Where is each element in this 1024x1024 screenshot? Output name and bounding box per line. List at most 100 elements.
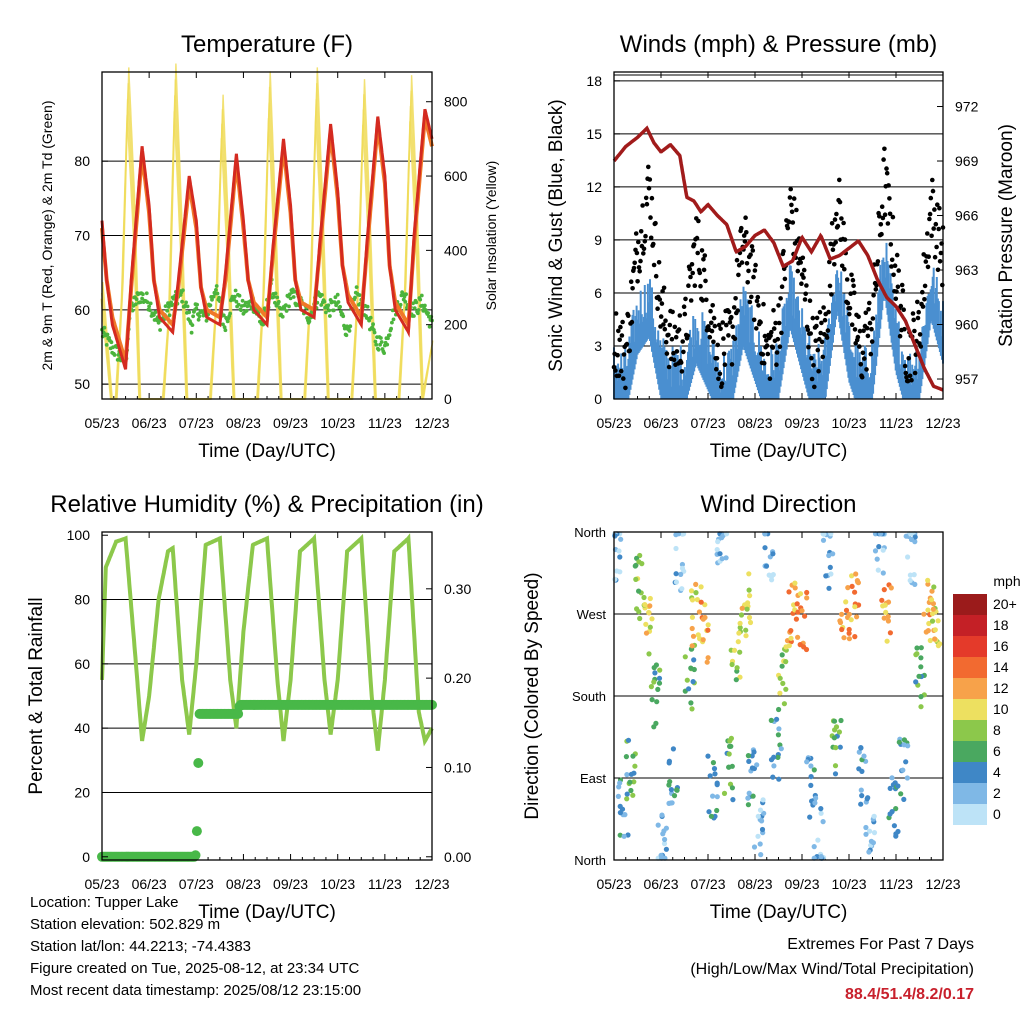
y-tick-label: East [580, 771, 606, 786]
direction-point [691, 657, 697, 663]
gust-point [861, 328, 866, 334]
direction-point [930, 606, 937, 612]
gust-point [749, 244, 755, 249]
direction-point [879, 597, 885, 603]
direction-point [774, 716, 780, 722]
direction-point [813, 795, 819, 801]
direction-point [729, 785, 736, 791]
x-tick-label: 12/23 [414, 415, 449, 431]
gust-point [850, 277, 856, 283]
direction-point [710, 793, 716, 799]
dewpoint-point [373, 339, 378, 344]
x-tick-label: 06/23 [132, 876, 167, 892]
gust-point [618, 368, 624, 374]
gust-point [782, 276, 788, 282]
x-tick-label: 09/23 [273, 415, 308, 431]
speed-legend: mph 20+ 18 16 14 12 10 8 6 4 2 0 [953, 573, 1021, 825]
dewpoint-point [414, 300, 419, 305]
direction-point [612, 576, 618, 582]
dewpoint-point [214, 284, 219, 288]
gust-point [859, 374, 865, 380]
gust-point [923, 259, 929, 264]
direction-point [905, 554, 911, 560]
gust-point [651, 262, 657, 268]
gust-point [834, 211, 839, 217]
pressure-line [612, 125, 944, 392]
gust-point [880, 215, 886, 221]
direction-point [843, 607, 850, 614]
gust-point [698, 283, 703, 289]
dewpoint-point [204, 318, 209, 323]
direction-point [918, 664, 924, 670]
gust-point [670, 309, 675, 315]
gust-point [803, 291, 808, 297]
direction-point [889, 809, 895, 815]
y2-tick-label: 0.30 [444, 581, 471, 597]
gust-point [735, 308, 740, 313]
dewpoint-point [371, 322, 375, 327]
direction-point [818, 806, 824, 812]
gust-point [901, 307, 906, 313]
dewpoint-point [280, 314, 285, 319]
legend-swatch [953, 594, 987, 615]
direction-point [688, 665, 694, 671]
direction-point [617, 810, 624, 816]
gust-point [679, 369, 685, 374]
gust-point [906, 356, 911, 361]
gust-point [692, 283, 698, 289]
gust-point [916, 309, 921, 315]
gust-point [887, 196, 892, 201]
gust-point [778, 296, 783, 301]
gust-point [682, 311, 688, 317]
direction-point [831, 735, 838, 741]
x-tick-label: 11/23 [368, 415, 402, 431]
gust-point [749, 294, 754, 300]
direction-point [889, 775, 895, 781]
direction-point [730, 797, 736, 803]
gust-point [931, 226, 936, 231]
direction-point [918, 694, 924, 700]
gust-point [871, 293, 876, 298]
direction-point [698, 599, 704, 605]
x-tick-label: 09/23 [784, 415, 819, 431]
direction-point [749, 765, 756, 771]
y-tick-label: 12 [586, 179, 602, 195]
gust-point [775, 336, 781, 342]
gust-point [721, 336, 726, 341]
direction-point [820, 537, 827, 543]
gust-point [669, 336, 675, 342]
data-layer [612, 531, 943, 861]
gust-point [801, 275, 806, 280]
direction-point [795, 634, 801, 640]
gust-point [672, 324, 678, 330]
direction-point [617, 554, 623, 560]
direction-point [651, 679, 657, 685]
dewpoint-point [374, 342, 379, 347]
direction-point [837, 744, 843, 750]
direction-point [927, 637, 933, 644]
direction-point [932, 627, 938, 633]
gust-point [800, 255, 806, 261]
y-tick-label: 0 [82, 849, 90, 865]
legend-title: mph [993, 573, 1020, 589]
x-tick-label: 11/23 [368, 876, 402, 892]
dewpoint-point [187, 310, 192, 315]
legend-swatch [953, 720, 987, 741]
y-tick-label: 0 [594, 391, 602, 407]
gust-point [649, 195, 655, 201]
dewpoint-point [273, 291, 278, 296]
direction-point [893, 831, 899, 837]
y-tick-label: 60 [74, 656, 90, 672]
direction-point [929, 588, 935, 594]
x-tick-label: 08/23 [737, 876, 772, 892]
direction-point [858, 801, 864, 807]
gust-point [674, 349, 680, 354]
legend-swatch [953, 783, 987, 804]
gust-point [754, 298, 760, 304]
dewpoint-point [158, 328, 163, 332]
direction-point [823, 573, 829, 579]
gust-point [671, 350, 676, 356]
x-tick-label: 08/23 [226, 415, 261, 431]
direction-point [788, 635, 794, 641]
gust-point [877, 214, 882, 219]
